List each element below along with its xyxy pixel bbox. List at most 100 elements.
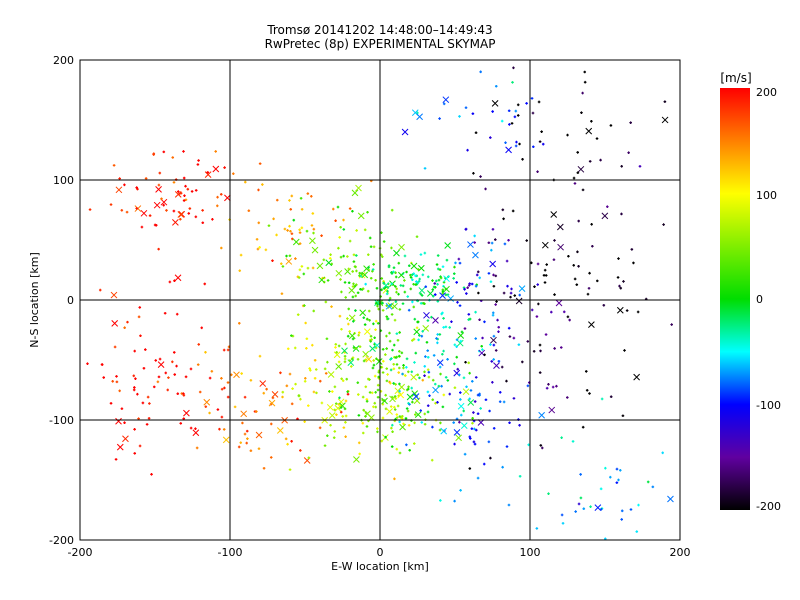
- scatter-dot-marker: [285, 384, 289, 388]
- scatter-dot-marker: [477, 291, 480, 295]
- scatter-dot-marker: [347, 322, 350, 326]
- scatter-dot-marker: [373, 336, 376, 340]
- scatter-dot-marker: [397, 292, 400, 296]
- scatter-dot-marker: [356, 358, 360, 361]
- scatter-dot-marker: [86, 362, 89, 365]
- scatter-dot-marker: [491, 313, 495, 317]
- scatter-dot-marker: [390, 246, 393, 250]
- scatter-dot-marker: [406, 387, 410, 391]
- scatter-dot-marker: [325, 337, 329, 341]
- scatter-dot-marker: [133, 349, 136, 353]
- scatter-dot-marker: [288, 372, 292, 376]
- scatter-dot-marker: [361, 431, 365, 435]
- scatter-dot-marker: [385, 347, 388, 350]
- scatter-cross-marker: [174, 274, 182, 282]
- scatter-cross-marker: [467, 399, 475, 406]
- scatter-dot-marker: [171, 360, 174, 364]
- scatter-dot-marker: [494, 84, 498, 88]
- scatter-dot-marker: [136, 392, 139, 396]
- scatter-dot-marker: [413, 361, 416, 364]
- scatter-dot-marker: [162, 150, 166, 154]
- scatter-dot-marker: [346, 255, 349, 258]
- scatter-dot-marker: [491, 311, 495, 315]
- scatter-dot-marker: [490, 360, 494, 363]
- scatter-dot-marker: [389, 405, 393, 408]
- scatter-dot-marker: [272, 217, 275, 221]
- scatter-dot-marker: [255, 238, 259, 241]
- scatter-dot-marker: [100, 363, 104, 366]
- scatter-dot-marker: [354, 309, 357, 312]
- scatter-dot-marker: [189, 367, 193, 371]
- scatter-dot-marker: [583, 70, 587, 74]
- scatter-dot-marker: [290, 194, 294, 198]
- scatter-dot-marker: [423, 365, 427, 368]
- scatter-dot-marker: [494, 349, 498, 352]
- scatter-dot-marker: [436, 254, 440, 257]
- scatter-dot-marker: [297, 394, 301, 398]
- scatter-dot-marker: [132, 374, 136, 378]
- scatter-dot-marker: [471, 112, 475, 115]
- scatter-dot-marker: [310, 224, 314, 227]
- scatter-dot-marker: [535, 527, 539, 530]
- scatter-cross-marker: [399, 423, 406, 431]
- scatter-dot-marker: [271, 396, 275, 400]
- x-axis-label: E-W location [km]: [331, 560, 429, 573]
- scatter-dot-marker: [405, 357, 409, 361]
- scatter-dot-marker: [516, 103, 520, 107]
- scatter-dot-marker: [184, 184, 187, 188]
- scatter-dot-marker: [426, 404, 430, 407]
- scatter-dot-marker: [372, 245, 376, 249]
- scatter-dot-marker: [498, 400, 502, 404]
- scatter-dot-marker: [407, 264, 411, 268]
- scatter-dot-marker: [439, 499, 442, 502]
- scatter-dot-marker: [370, 338, 373, 341]
- scatter-cross-marker: [413, 328, 421, 336]
- scatter-dot-marker: [428, 394, 431, 398]
- scatter-dot-marker: [415, 326, 419, 330]
- scatter-dot-marker: [458, 304, 462, 307]
- scatter-cross-marker: [375, 358, 383, 365]
- scatter-dot-marker: [352, 282, 355, 286]
- scatter-dot-marker: [182, 199, 186, 202]
- scatter-dot-marker: [364, 282, 367, 286]
- scatter-dot-marker: [98, 288, 102, 292]
- scatter-dot-marker: [243, 395, 247, 399]
- scatter-dot-marker: [514, 109, 518, 113]
- scatter-dot-marker: [454, 261, 457, 265]
- scatter-dot-marker: [158, 171, 162, 175]
- scatter-dot-marker: [504, 141, 507, 145]
- scatter-dot-marker: [288, 468, 292, 471]
- scatter-dot-marker: [112, 164, 116, 167]
- scatter-dot-marker: [415, 280, 418, 283]
- scatter-dot-marker: [478, 276, 481, 280]
- scatter-dot-marker: [573, 277, 577, 281]
- scatter-dot-marker: [286, 229, 289, 232]
- scatter-dot-marker: [167, 376, 170, 379]
- scatter-dot-marker: [381, 371, 385, 374]
- scatter-dot-marker: [294, 382, 297, 386]
- scatter-dot-marker: [394, 271, 397, 275]
- scatter-dot-marker: [347, 267, 350, 271]
- scatter-dot-marker: [311, 212, 315, 215]
- scatter-dot-marker: [577, 219, 580, 223]
- scatter-cross-marker: [341, 347, 348, 355]
- scatter-dot-marker: [455, 345, 458, 349]
- scatter-dot-marker: [157, 183, 161, 187]
- scatter-dot-marker: [338, 314, 342, 318]
- scatter-dot-marker: [437, 278, 441, 282]
- scatter-dot-marker: [510, 122, 514, 125]
- scatter-dot-marker: [617, 478, 620, 482]
- scatter-cross-marker: [491, 100, 499, 107]
- scatter-cross-marker: [432, 317, 439, 324]
- scatter-dot-marker: [411, 273, 414, 276]
- scatter-dot-marker: [257, 188, 260, 192]
- scatter-dot-marker: [536, 262, 540, 266]
- scatter-dot-marker: [371, 366, 375, 370]
- scatter-dot-marker: [118, 177, 121, 180]
- scatter-dot-marker: [262, 391, 266, 395]
- scatter-dot-marker: [577, 502, 581, 506]
- scatter-dot-marker: [249, 449, 253, 453]
- scatter-dot-marker: [281, 395, 284, 399]
- scatter-dot-marker: [458, 115, 461, 118]
- scatter-dot-marker: [425, 341, 429, 344]
